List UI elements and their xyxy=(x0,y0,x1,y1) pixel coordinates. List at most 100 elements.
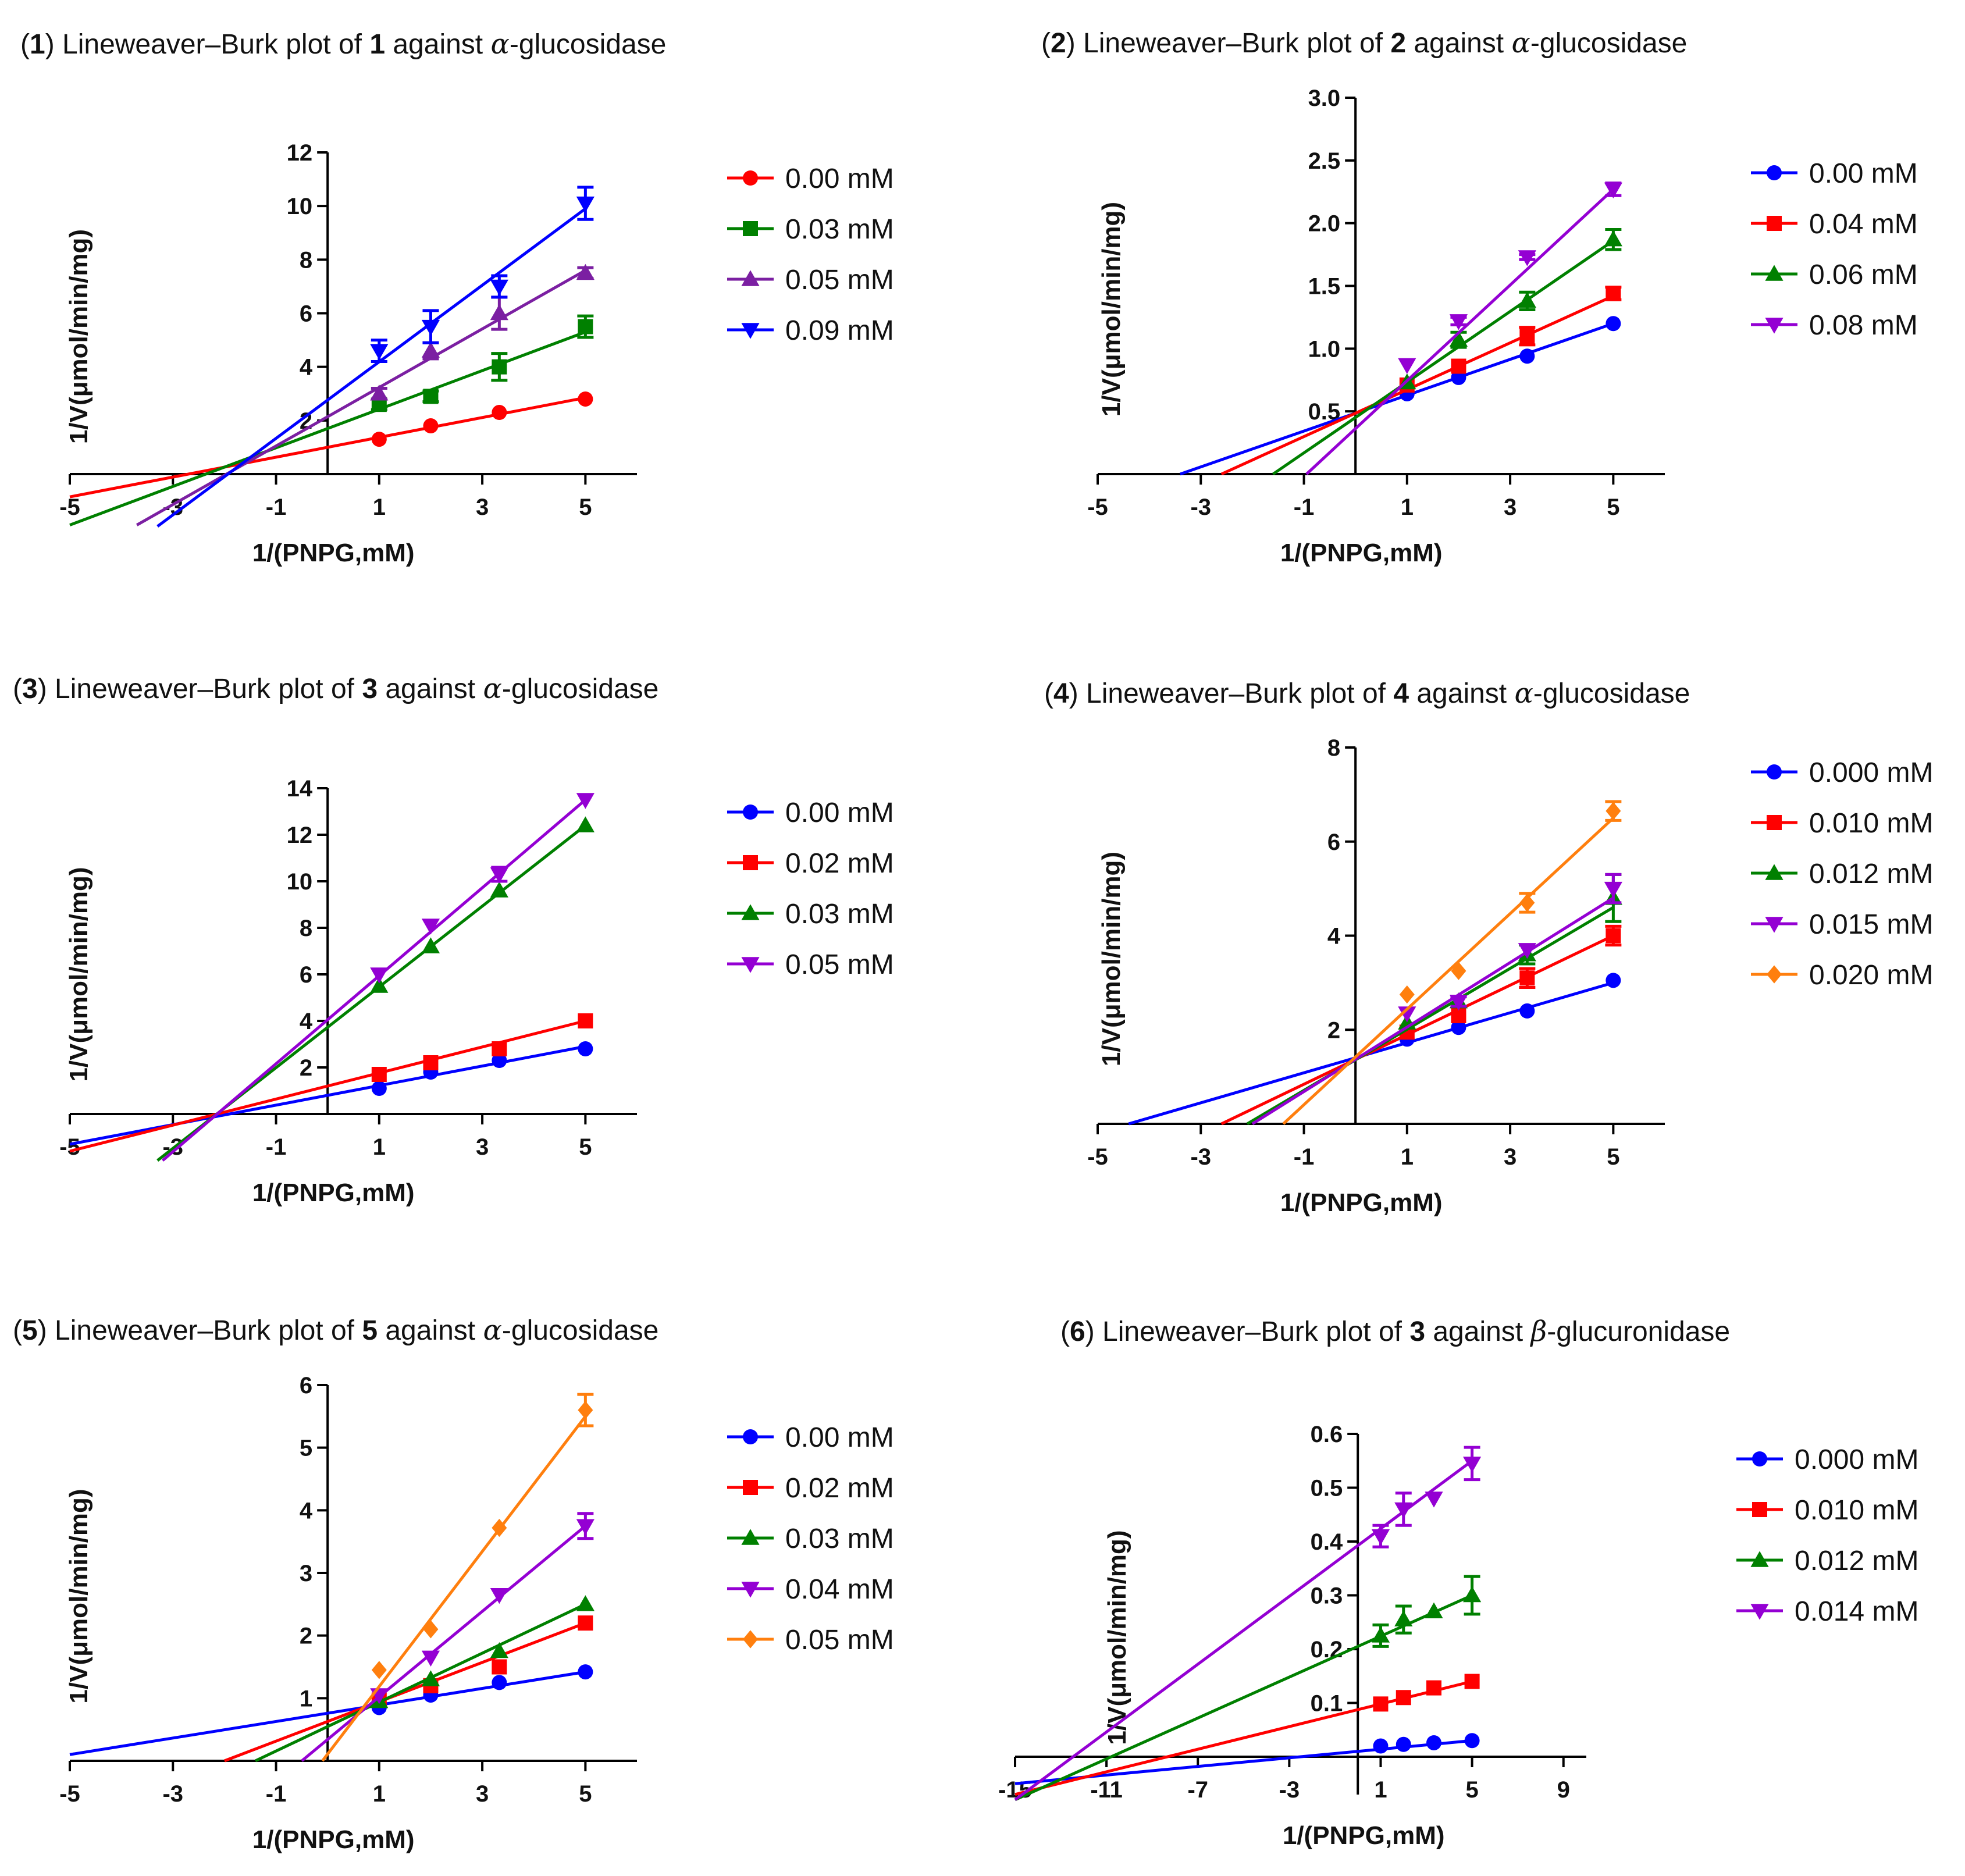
fit-line xyxy=(255,1603,586,1763)
x-tick-label: -5 xyxy=(59,494,80,520)
y-tick-label: 6 xyxy=(300,1373,312,1398)
panel-title: (4) Lineweaver–Burk plot of 4 against α-… xyxy=(1044,677,1690,710)
data-point xyxy=(578,1401,593,1419)
panel-4: (4) Lineweaver–Burk plot of 4 against α-… xyxy=(1044,677,1933,1217)
data-point xyxy=(1518,291,1536,308)
x-tick-label: 3 xyxy=(1504,494,1517,520)
legend-marker xyxy=(741,323,760,339)
x-tick-label: -5 xyxy=(59,1781,80,1807)
data-point xyxy=(423,1055,439,1070)
data-point xyxy=(576,793,595,809)
data-point xyxy=(371,1661,387,1679)
axes: -5 -3 -1 1 3 5 1 2 3 4 5 6 xyxy=(59,1373,637,1807)
data-point xyxy=(1449,314,1468,330)
data-point xyxy=(490,279,508,296)
series-0.010-mM xyxy=(1220,924,1622,1126)
x-tick-label: 1 xyxy=(1401,1144,1414,1170)
series-0.00-mM xyxy=(69,1041,593,1146)
legend-label: 0.00 mM xyxy=(785,163,894,194)
legend-marker xyxy=(1765,265,1784,281)
legend-label: 0.05 mM xyxy=(785,949,894,980)
y-tick-label: 4 xyxy=(1327,924,1341,949)
series-0.012-mM xyxy=(1246,873,1622,1126)
legend: 0.00 mM 0.02 mM 0.03 mM 0.04 mM 0.05 mM xyxy=(727,1422,894,1656)
data-point xyxy=(1426,1680,1442,1696)
data-point xyxy=(576,1519,595,1535)
legend-label: 0.04 mM xyxy=(785,1574,894,1605)
x-tick-label: 1 xyxy=(373,1781,386,1807)
data-point xyxy=(492,1675,507,1690)
data-point xyxy=(1519,893,1535,912)
series-0.02-mM xyxy=(69,1013,593,1153)
series-0.04-mM xyxy=(1220,286,1622,476)
data-point xyxy=(1518,943,1536,959)
data-point xyxy=(1606,802,1621,820)
legend-label: 0.014 mM xyxy=(1795,1596,1918,1627)
legend-item: 0.015 mM xyxy=(1751,909,1933,940)
legend-item: 0.03 mM xyxy=(727,1523,894,1554)
x-tick-label: 5 xyxy=(579,1781,592,1807)
fit-line xyxy=(1014,1680,1473,1796)
data-point xyxy=(421,1650,440,1667)
legend-item: 0.00 mM xyxy=(727,798,894,828)
legend-marker xyxy=(1767,216,1782,231)
x-axis-label: 1/(PNPG,mM) xyxy=(1280,539,1443,567)
x-tick-label: 3 xyxy=(476,494,489,520)
y-tick-label: 1 xyxy=(300,1686,312,1711)
legend-item: 0.04 mM xyxy=(727,1574,894,1605)
y-tick-label: 8 xyxy=(300,247,312,273)
legend-item: 0.020 mM xyxy=(1751,960,1933,991)
fit-line xyxy=(1282,817,1615,1125)
data-point xyxy=(1425,1602,1443,1618)
data-point xyxy=(576,264,595,280)
legend-item: 0.000 mM xyxy=(1736,1444,1918,1475)
data-point xyxy=(1451,358,1466,374)
fit-line xyxy=(224,1621,586,1763)
data-point xyxy=(1396,1736,1411,1752)
panel-3: (3) Lineweaver–Burk plot of 3 against α-… xyxy=(13,672,894,1207)
series-group xyxy=(1179,181,1622,476)
legend-marker xyxy=(741,1529,760,1545)
y-tick-label: 8 xyxy=(300,916,312,941)
y-tick-label: 10 xyxy=(287,869,313,895)
panel-1: (1) Lineweaver–Burk plot of 1 against α-… xyxy=(20,28,894,567)
legend-item: 0.02 mM xyxy=(727,1473,894,1504)
x-tick-label: -3 xyxy=(1279,1777,1300,1803)
data-point xyxy=(1394,1610,1413,1626)
y-tick-label: 1.5 xyxy=(1308,274,1341,300)
data-point xyxy=(1373,1738,1389,1754)
legend: 0.00 mM 0.02 mM 0.03 mM 0.05 mM xyxy=(727,798,894,980)
legend-marker xyxy=(743,1429,758,1444)
legend-marker xyxy=(741,904,760,920)
series-0.015-mM xyxy=(1251,873,1622,1126)
fit-line xyxy=(1014,1594,1473,1802)
data-point xyxy=(1394,1502,1413,1519)
legend-label: 0.010 mM xyxy=(1795,1495,1918,1526)
legend-item: 0.03 mM xyxy=(727,899,894,930)
series-0.020-mM xyxy=(1282,800,1622,1125)
x-axis-label: 1/(PNPG,mM) xyxy=(252,539,415,567)
data-point xyxy=(1606,928,1621,944)
legend-label: 0.015 mM xyxy=(1809,909,1933,940)
axes: -5 -3 -1 1 3 5 2 4 6 8 xyxy=(1087,735,1665,1170)
x-tick-label: 1 xyxy=(373,494,386,520)
fit-line xyxy=(301,1525,586,1762)
legend-item: 0.04 mM xyxy=(1751,209,1918,240)
legend-item: 0.05 mM xyxy=(727,1625,894,1656)
data-point xyxy=(492,1053,507,1068)
data-point xyxy=(370,967,389,984)
y-tick-label: 4 xyxy=(300,1009,313,1034)
data-point xyxy=(1398,358,1416,374)
legend-label: 0.012 mM xyxy=(1809,859,1933,889)
y-tick-label: 0.6 xyxy=(1311,1422,1343,1447)
fit-line xyxy=(1251,896,1614,1126)
legend-marker xyxy=(1767,165,1782,180)
x-tick-label: 1 xyxy=(1401,494,1414,520)
x-tick-label: -1 xyxy=(266,494,287,520)
series-0.05-mM xyxy=(321,1393,594,1762)
panel-2: (2) Lineweaver–Burk plot of 2 against α-… xyxy=(1041,27,1918,567)
data-point xyxy=(1519,1003,1535,1019)
y-tick-label: 0.5 xyxy=(1311,1476,1343,1501)
